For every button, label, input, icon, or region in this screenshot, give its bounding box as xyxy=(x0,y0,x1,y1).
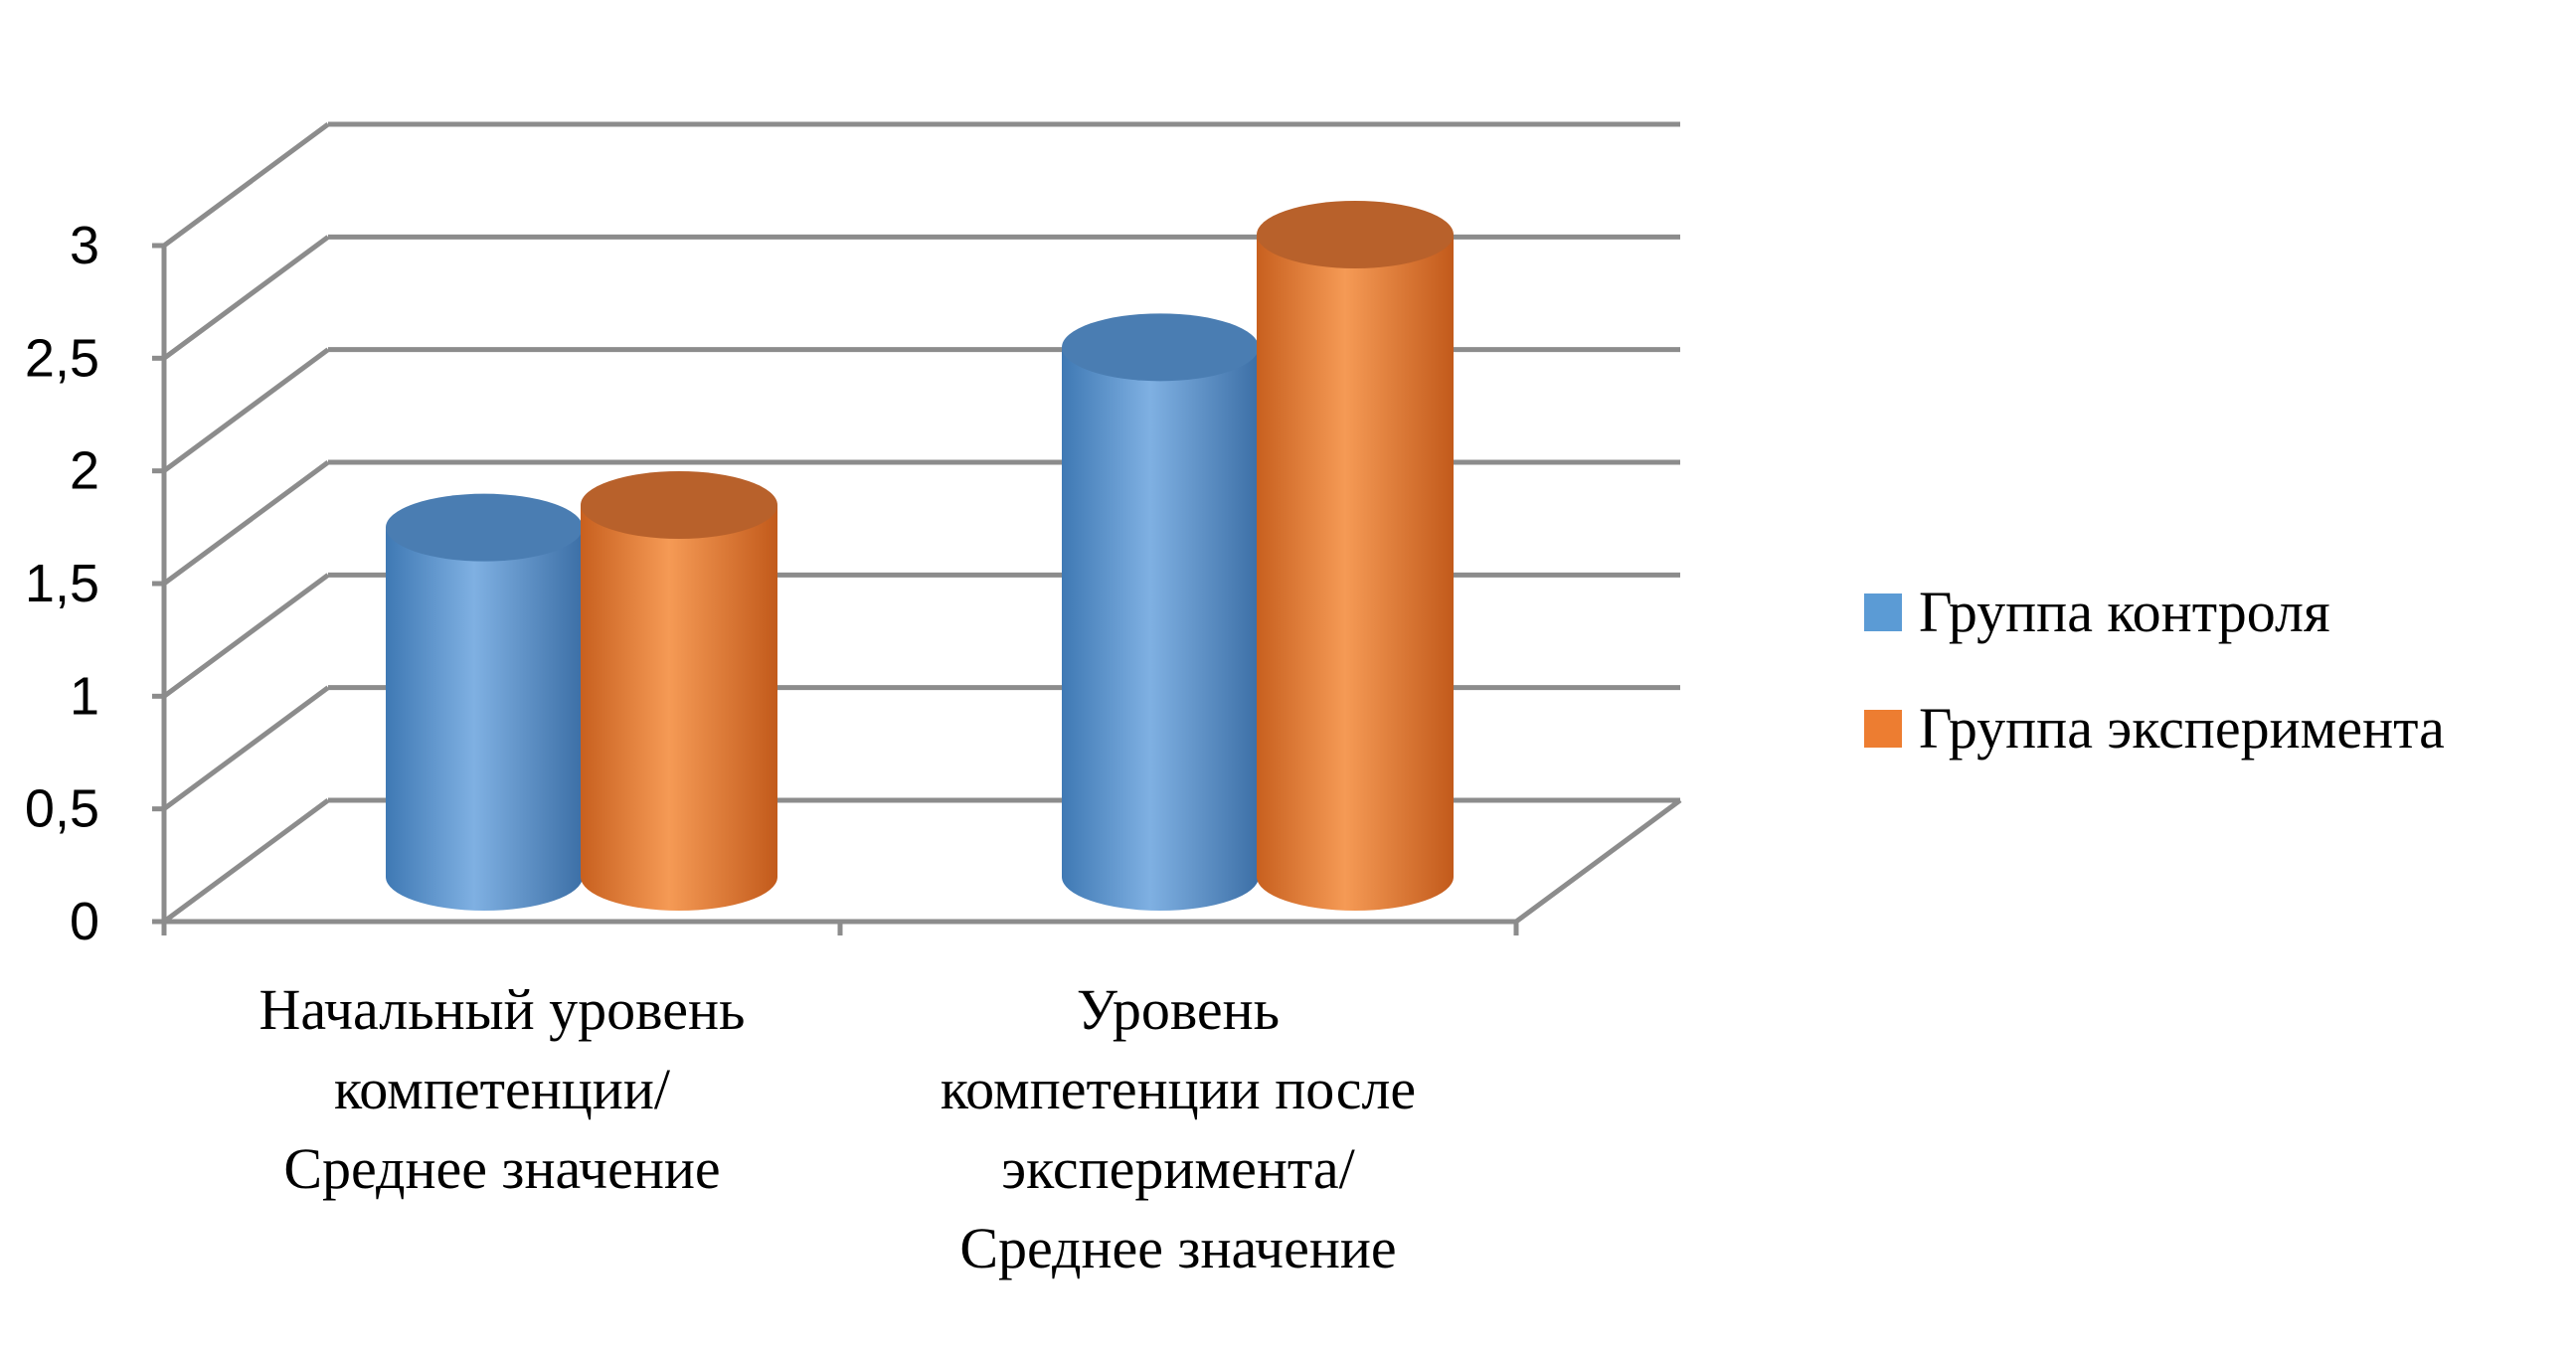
x-category-label: Среднее значение xyxy=(283,1136,720,1201)
gridline-diagonal xyxy=(162,797,330,925)
y-tick-label: 1 xyxy=(70,666,99,726)
y-tick-label: 2,5 xyxy=(25,328,99,388)
bar-experiment-body xyxy=(1257,235,1454,911)
gridline-diagonal xyxy=(162,685,330,811)
y-tick-label: 0,5 xyxy=(25,779,99,839)
gridline-diagonal xyxy=(162,347,330,473)
legend-label: Группа эксперимента xyxy=(1919,696,2445,761)
y-tick-label: 3 xyxy=(70,216,99,275)
legend: Группа контроля Группа эксперимента xyxy=(1864,580,2445,761)
axes xyxy=(152,243,1519,935)
gridline-diagonal xyxy=(162,121,330,249)
y-tick-label: 1,5 xyxy=(25,554,99,613)
bar-control-top xyxy=(1062,313,1259,382)
gridline-diagonal xyxy=(162,573,330,699)
x-category-label: Среднее значение xyxy=(959,1216,1396,1280)
bar-experiment-body xyxy=(581,505,777,911)
bar-experiment-top xyxy=(581,471,777,539)
x-category-label: Уровень xyxy=(1077,977,1280,1042)
x-category-label: Начальный уровень xyxy=(259,977,746,1042)
bar-control-body xyxy=(1062,347,1259,911)
x-category-label: компетенции после xyxy=(941,1057,1416,1121)
legend-swatch xyxy=(1864,710,1902,748)
axis-labels: 0 0,5 1 1,5 2 2,5 3 Начальный уровень компетенци… xyxy=(25,216,1416,1280)
x-category-label: эксперимента/ xyxy=(1001,1136,1355,1201)
legend-swatch xyxy=(1864,593,1902,631)
gridline-diagonal xyxy=(162,459,330,587)
legend-label: Группа контроля xyxy=(1919,580,2330,644)
y-tick-label: 2 xyxy=(70,441,99,501)
bar-control-top xyxy=(386,493,583,562)
x-category-label: компетенции/ xyxy=(334,1057,671,1121)
bars xyxy=(386,201,1454,911)
bar-experiment-top xyxy=(1257,201,1454,268)
y-tick-label: 0 xyxy=(70,892,99,951)
gridline-diagonal xyxy=(162,235,330,361)
bar-control-body xyxy=(386,527,583,911)
